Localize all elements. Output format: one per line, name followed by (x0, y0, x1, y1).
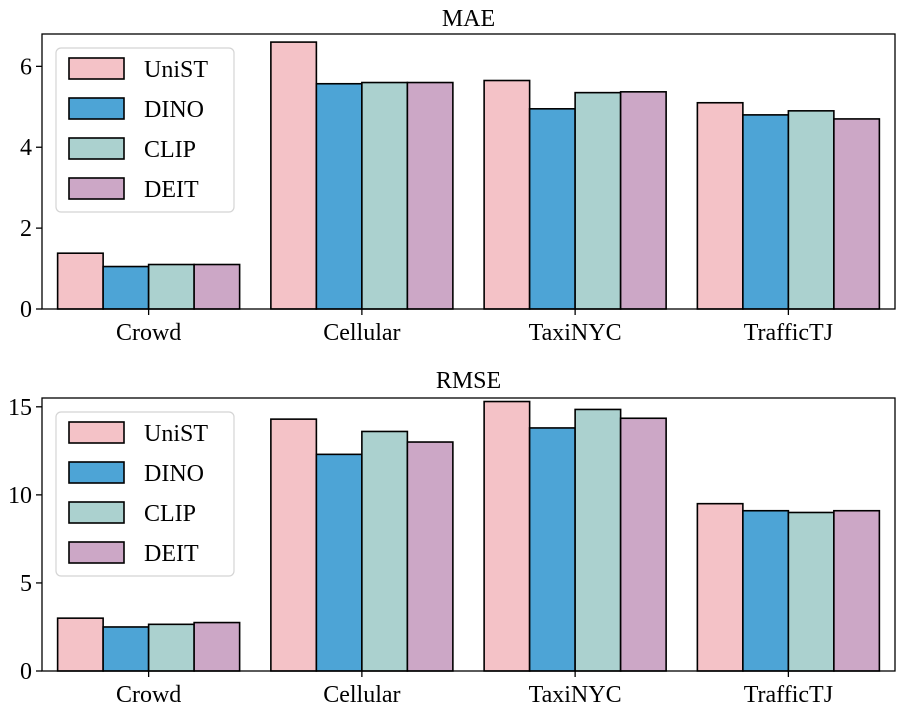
legend-box (55, 47, 235, 213)
bar-clip-traffictj (787, 511, 835, 672)
bar-unist-cellular (270, 41, 318, 310)
bar-dino-taxinyc (528, 427, 576, 672)
bar-deit-traffictj (833, 118, 881, 310)
bar-dino-traffictj (742, 114, 790, 310)
y-tick-label: 4 (20, 135, 32, 161)
y-tick-label: 0 (20, 659, 32, 685)
legend-box (55, 411, 235, 577)
bar-clip-taxinyc (574, 408, 622, 672)
y-tick-label: 10 (8, 483, 32, 509)
chart-title: RMSE (436, 368, 501, 394)
x-tick-label: TaxiNYC (529, 682, 622, 708)
legend-label-clip: CLIP (144, 137, 196, 163)
bar-deit-crowd (193, 263, 241, 310)
legend-swatch-deit (68, 541, 125, 564)
bar-clip-cellular (361, 430, 409, 672)
x-tick-label: TrafficTJ (744, 682, 833, 708)
bar-clip-crowd (147, 263, 195, 310)
bar-unist-crowd (56, 252, 104, 310)
x-tick-label: Crowd (116, 320, 181, 346)
chart-panel-mae: MAE 0 2 4 6 Crowd Cellular TaxiNYC TrafficTJ UniS… (20, 6, 896, 346)
legend-swatch-deit (68, 177, 125, 200)
legend-swatch-dino (68, 461, 125, 484)
bar-clip-cellular (361, 81, 409, 310)
y-tick-label: 6 (20, 54, 32, 80)
y-tick-label: 2 (20, 216, 32, 242)
bar-clip-taxinyc (574, 91, 622, 310)
chart-title: MAE (442, 6, 495, 32)
bar-dino-crowd (102, 626, 150, 672)
legend-label-deit: DEIT (144, 177, 199, 203)
x-tick-label: Cellular (323, 320, 400, 346)
x-tick-label: Crowd (116, 682, 181, 708)
bar-unist-traffictj (696, 101, 744, 310)
bar-dino-cellular (315, 453, 363, 672)
x-tick-label: Cellular (323, 682, 400, 708)
legend-label-dino: DINO (144, 97, 204, 123)
legend-label-deit: DEIT (144, 541, 199, 567)
bar-deit-taxinyc (619, 417, 667, 672)
bar-clip-crowd (147, 623, 195, 672)
bar-deit-cellular (406, 81, 454, 310)
legend-swatch-clip (68, 501, 125, 524)
bar-unist-traffictj (696, 502, 744, 672)
bar-deit-taxinyc (619, 91, 667, 310)
axes-frame (41, 397, 896, 672)
legend-swatch-clip (68, 137, 125, 160)
bar-unist-crowd (56, 617, 104, 672)
bar-deit-crowd (193, 621, 241, 672)
legend-swatch-unist (68, 421, 125, 444)
legend-swatch-unist (68, 57, 125, 80)
axes-frame (41, 33, 896, 310)
bar-dino-taxinyc (528, 108, 576, 310)
legend-label-unist: UniST (144, 421, 208, 447)
bar-deit-traffictj (833, 509, 881, 672)
bar-unist-cellular (270, 418, 318, 672)
legend-label-clip: CLIP (144, 501, 196, 527)
chart-panel-rmse: RMSE 0 5 10 15 Crowd Cellular TaxiNYC TrafficTJ U… (8, 368, 896, 708)
y-tick-label: 0 (20, 297, 32, 323)
y-tick-label: 15 (8, 395, 32, 421)
legend-swatch-dino (68, 97, 125, 120)
bar-unist-taxinyc (483, 79, 531, 310)
bar-unist-taxinyc (483, 400, 531, 672)
bar-dino-cellular (315, 82, 363, 310)
x-tick-label: TrafficTJ (744, 320, 833, 346)
bar-dino-crowd (102, 265, 150, 310)
legend-label-dino: DINO (144, 461, 204, 487)
bar-deit-cellular (406, 441, 454, 672)
y-tick-label: 5 (20, 571, 32, 597)
bar-dino-traffictj (742, 509, 790, 672)
legend-label-unist: UniST (144, 57, 208, 83)
x-tick-label: TaxiNYC (529, 320, 622, 346)
bar-clip-traffictj (787, 110, 835, 310)
